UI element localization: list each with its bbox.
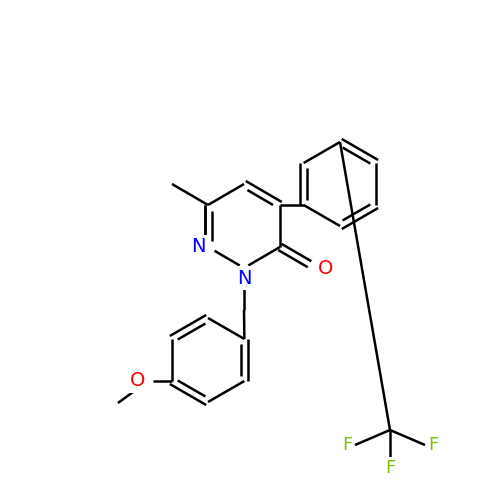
Text: F: F: [428, 436, 438, 454]
Text: O: O: [130, 372, 146, 390]
Text: N: N: [191, 238, 206, 256]
Text: F: F: [342, 436, 352, 454]
Text: F: F: [385, 459, 395, 477]
Text: N: N: [237, 268, 252, 287]
Text: O: O: [318, 258, 334, 278]
